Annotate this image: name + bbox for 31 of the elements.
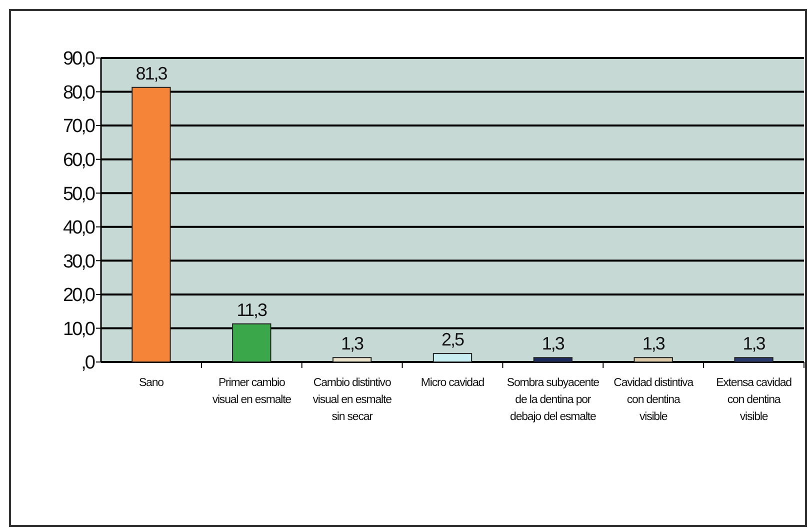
bar bbox=[232, 323, 272, 362]
y-tick-label: 60,0 bbox=[63, 150, 95, 171]
x-tick-label: Sano bbox=[138, 377, 164, 389]
x-tick-label: Cambio distintivo visual en esmalte sin secar bbox=[312, 377, 392, 423]
bar bbox=[132, 86, 171, 362]
bar bbox=[734, 357, 774, 362]
bar bbox=[533, 357, 573, 362]
bar bbox=[332, 357, 372, 362]
data-label: 11,3 bbox=[236, 300, 268, 320]
data-label: 1,3 bbox=[341, 334, 364, 354]
bar bbox=[432, 353, 472, 362]
data-label: 1,3 bbox=[642, 334, 666, 354]
y-tick-label: 30,0 bbox=[63, 251, 95, 272]
y-tick-label: 70,0 bbox=[63, 116, 95, 138]
y-tick-label: 20,0 bbox=[63, 285, 95, 306]
data-label: 2,5 bbox=[441, 330, 464, 350]
x-tick-label: Primer cambio visual en esmalte bbox=[212, 377, 292, 406]
x-tick-label: Sombra subyacente de la dentina por debajo del esmalte bbox=[506, 377, 600, 423]
y-tick-label: ,0 bbox=[81, 352, 95, 374]
x-tick-label: Cavidad distintiva con dentina visible bbox=[614, 377, 694, 423]
bar bbox=[634, 357, 673, 362]
y-tick-label: 10,0 bbox=[63, 318, 95, 340]
data-label: 1,3 bbox=[542, 334, 565, 354]
y-tick-label: 90,0 bbox=[63, 48, 95, 70]
y-tick-label: 40,0 bbox=[63, 218, 95, 239]
y-tick-label: 50,0 bbox=[63, 184, 95, 205]
y-tick-label: 80,0 bbox=[63, 82, 95, 104]
data-label: 81,3 bbox=[136, 63, 168, 84]
x-tick-label: Extensa cavidad con dentina visible bbox=[716, 377, 792, 423]
data-label: 1,3 bbox=[742, 334, 766, 354]
x-tick-label: Micro cavidad bbox=[420, 377, 484, 389]
